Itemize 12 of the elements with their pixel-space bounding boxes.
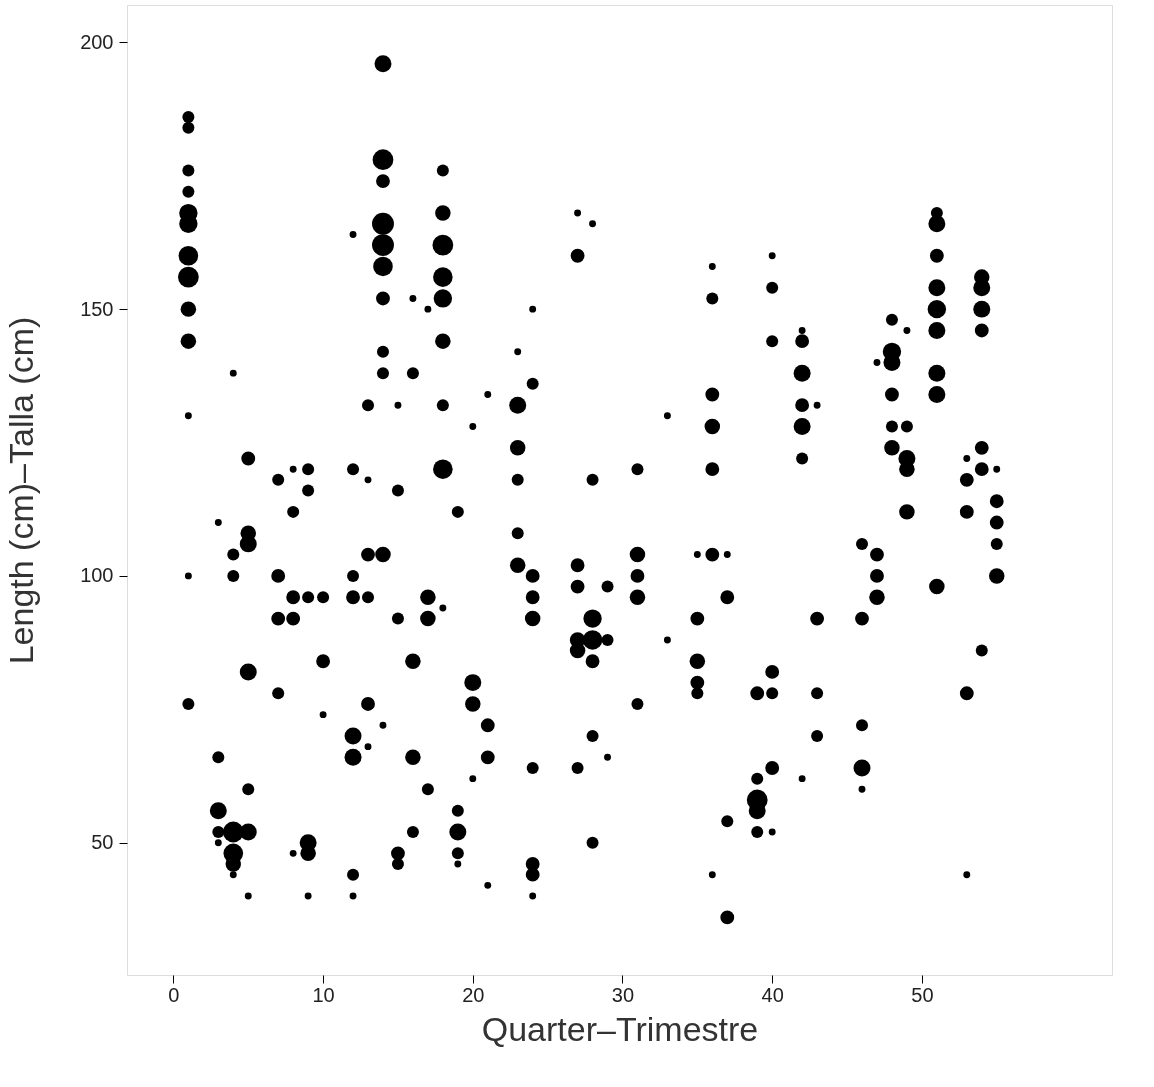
x-axis-title: Quarter–Trimestre [481,1009,759,1048]
y-tick-label: 150 [80,297,114,320]
x-tick-label: 10 [312,983,335,1006]
y-axis-title: Length (cm)–Talla (cm) [2,316,41,665]
y-tick-label: 200 [80,30,114,53]
y-tick-label: 50 [91,831,114,854]
x-tick-label: 50 [911,983,934,1006]
x-tick-label: 40 [761,983,784,1006]
x-tick-label: 30 [611,983,635,1006]
y-tick-label: 100 [80,564,114,587]
x-tick-label: 0 [168,983,180,1006]
x-tick-label: 20 [462,983,485,1006]
